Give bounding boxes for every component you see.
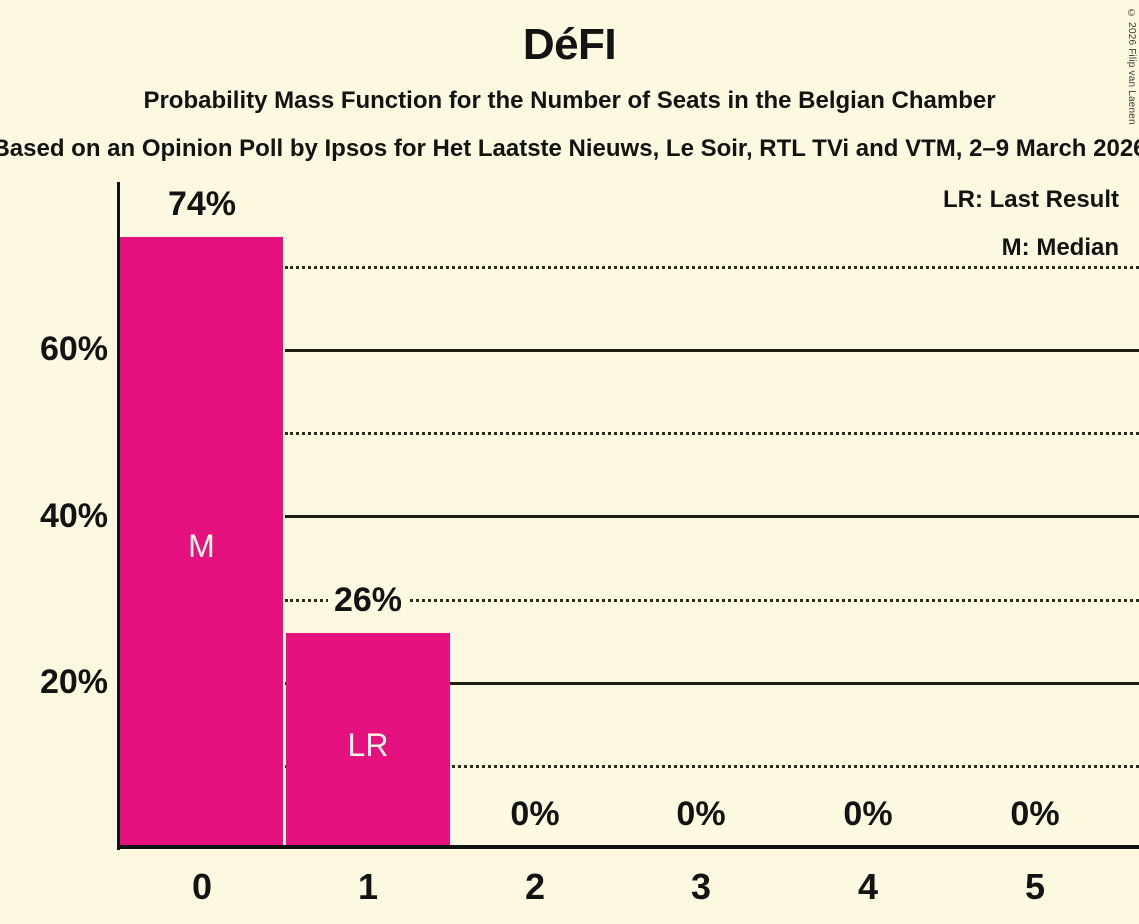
x-tick-5: 5 — [1024, 866, 1046, 907]
value-label-0: 74% — [167, 185, 237, 223]
gridline-40 — [285, 515, 1139, 518]
x-tick-0: 0 — [191, 866, 213, 907]
y-tick-20: 20% — [39, 663, 108, 701]
legend-last-result: LR: Last Result — [942, 186, 1119, 213]
bar-seats-0[interactable] — [120, 237, 283, 848]
value-label-4: 0% — [843, 795, 893, 833]
y-tick-60: 60% — [39, 330, 108, 368]
value-label-1: 26% — [327, 581, 409, 620]
x-tick-1: 1 — [357, 866, 379, 907]
value-label-3: 0% — [676, 795, 726, 833]
gridline-20 — [285, 682, 1139, 685]
y-axis-line — [117, 182, 120, 850]
bar-seats-1[interactable] — [286, 633, 450, 848]
value-label-5: 0% — [1010, 795, 1060, 833]
gridline-60 — [285, 349, 1139, 352]
x-tick-2: 2 — [524, 866, 546, 907]
median-marker: M — [188, 528, 215, 564]
x-axis-line — [117, 845, 1139, 849]
gridline-70 — [285, 266, 1139, 269]
legend-median: M: Median — [1001, 234, 1119, 261]
x-tick-3: 3 — [690, 866, 712, 907]
gridline-30 — [285, 599, 1139, 602]
gridline-10 — [285, 765, 1139, 768]
x-tick-4: 4 — [857, 866, 879, 907]
chart-subtitle: Probability Mass Function for the Number… — [143, 87, 996, 114]
last-result-marker: LR — [347, 727, 389, 763]
y-tick-40: 40% — [39, 497, 108, 535]
value-label-2: 0% — [510, 795, 560, 833]
copyright-notice: © 2026 Filip van Laenen — [1126, 8, 1137, 125]
chart-source: Based on an Opinion Poll by Ipsos for He… — [0, 135, 1139, 162]
chart-source-clip: Based on an Opinion Poll by Ipsos for He… — [0, 135, 1139, 171]
gridline-50 — [285, 432, 1139, 435]
page-title: DéFI — [522, 20, 617, 69]
